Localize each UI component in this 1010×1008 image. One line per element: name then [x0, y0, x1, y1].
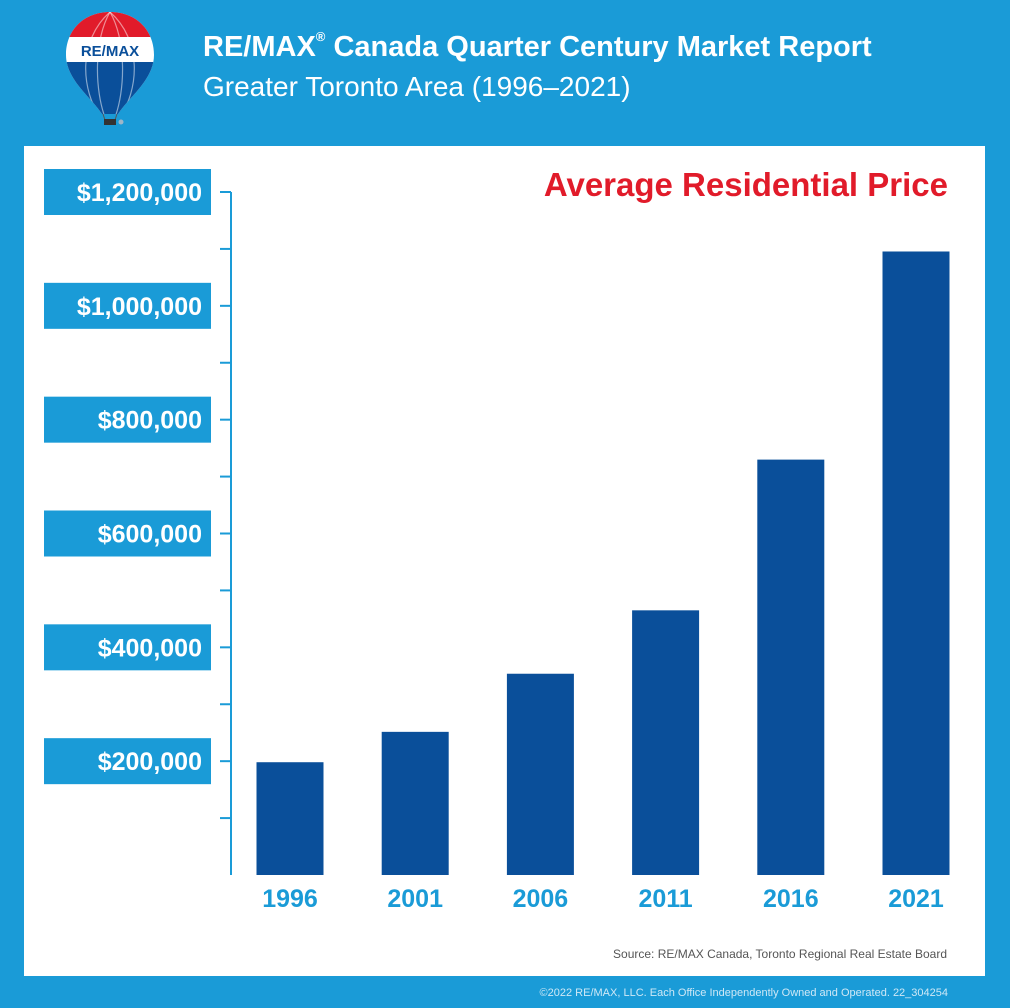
bar-2001: [381, 731, 449, 875]
y-tick-label-bg: [44, 396, 211, 443]
bar-2006: [506, 673, 574, 875]
svg-text:RE/MAX: RE/MAX: [81, 43, 139, 60]
x-tick-label: 2006: [513, 885, 569, 913]
x-tick-label: 2011: [638, 885, 692, 913]
x-tick-label: 2016: [763, 885, 819, 913]
y-tick-label-bg: [44, 169, 211, 215]
header: RE/MAX RE/MAX® Canada Quarter Century Ma…: [0, 0, 1010, 145]
bar-2016: [757, 459, 825, 875]
chart-panel: Average Residential Price $200,000 $400,00…: [24, 146, 985, 976]
y-tick-label: $400,000: [98, 634, 202, 662]
y-tick-label-bg: [44, 624, 211, 671]
y-tick-label: $200,000: [98, 748, 202, 776]
y-tick-label: $600,000: [98, 521, 202, 549]
source-note: Source: RE/MAX Canada, Toronto Regional …: [613, 947, 947, 961]
y-tick-label-bg: [44, 510, 211, 557]
remax-balloon-logo: RE/MAX: [66, 12, 154, 125]
report-title: RE/MAX® Canada Quarter Century Market Re…: [203, 29, 872, 63]
y-tick-label-bg: [44, 738, 211, 785]
bar-chart: Average Residential Price $200,000 $400,00…: [44, 166, 950, 961]
report-subtitle: Greater Toronto Area (1996–2021): [203, 71, 631, 102]
bar-2021: [882, 251, 950, 875]
y-tick-label-bg: [44, 282, 211, 329]
bar-2011: [632, 610, 700, 875]
chart-title: Average Residential Price: [544, 166, 948, 203]
copyright-note: ©2022 RE/MAX, LLC. Each Office Independe…: [539, 987, 948, 999]
x-tick-label: 2001: [387, 885, 443, 913]
x-tick-label: 1996: [262, 885, 318, 913]
y-tick-label: $1,000,000: [77, 293, 202, 321]
y-tick-label: $800,000: [98, 407, 202, 435]
bar-1996: [256, 762, 324, 875]
x-tick-label: 2021: [888, 885, 944, 913]
y-tick-label: $1,200,000: [77, 179, 202, 207]
